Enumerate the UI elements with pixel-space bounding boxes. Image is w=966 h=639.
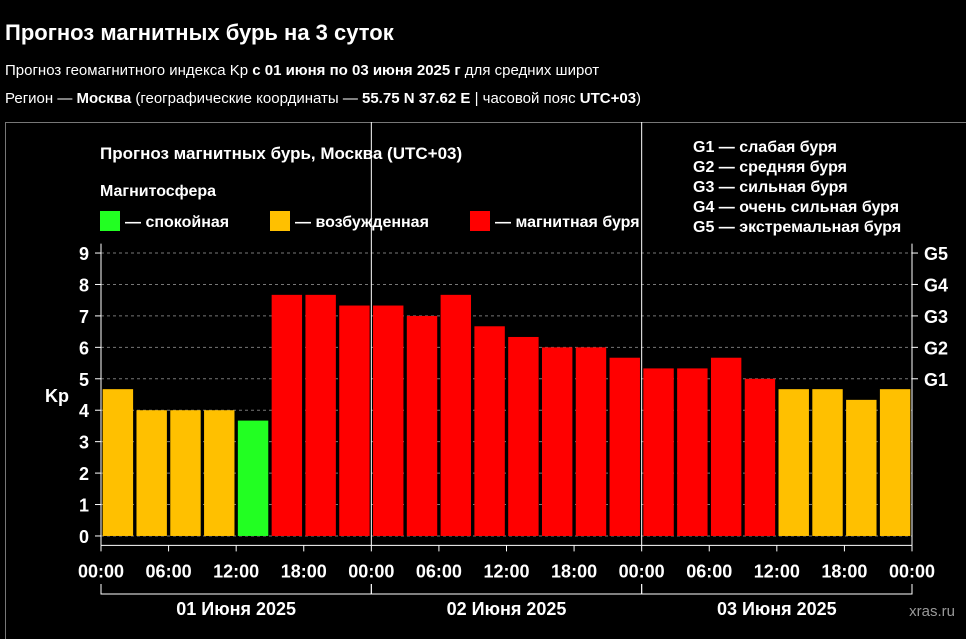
bar — [373, 305, 404, 536]
day-label: 03 Июня 2025 — [717, 599, 837, 619]
bar — [677, 368, 708, 536]
day-label: 01 Июня 2025 — [176, 599, 296, 619]
bar — [136, 410, 167, 536]
bar — [170, 410, 201, 536]
y-tick-label: 8 — [79, 275, 89, 295]
bar — [609, 357, 640, 536]
legend-swatch — [470, 211, 490, 231]
bar — [643, 368, 674, 536]
bar — [271, 294, 303, 536]
bar — [846, 399, 877, 536]
bar — [879, 389, 911, 536]
y-tick-label: 9 — [79, 244, 89, 264]
bar — [744, 378, 776, 536]
day-label: 02 Июня 2025 — [447, 599, 567, 619]
bar — [237, 420, 269, 536]
subtitle-part: Москва — [77, 90, 132, 107]
x-tick-label: 06:00 — [416, 561, 462, 581]
legend-swatch — [270, 211, 290, 231]
y2-tick-label: G2 — [924, 338, 948, 358]
y2-tick-label: G3 — [924, 307, 948, 327]
y-tick-label: 0 — [79, 527, 89, 547]
bar — [710, 357, 742, 536]
legend-label: — магнитная буря — [495, 214, 640, 231]
x-tick-label: 18:00 — [821, 561, 867, 581]
g-scale-item: G4 — очень сильная буря — [693, 199, 899, 216]
bar — [305, 294, 336, 536]
subtitle-part: (географические координаты — — [131, 90, 362, 107]
subtitle-part: UTC+03 — [580, 90, 636, 107]
bar — [339, 305, 370, 536]
bar — [440, 294, 472, 536]
page-title: Прогноз магнитных бурь на 3 суток — [5, 20, 395, 45]
day-bracket — [641, 584, 913, 595]
y2-tick-label: G4 — [924, 275, 948, 295]
legend-swatch — [100, 211, 120, 231]
x-tick-label: 00:00 — [78, 561, 124, 581]
y-tick-label: 1 — [79, 496, 89, 516]
x-tick-label: 00:00 — [889, 561, 935, 581]
subtitle-part: для средних широт — [461, 62, 600, 79]
y-axis-label: Kp — [45, 386, 69, 406]
bar — [406, 315, 438, 536]
x-tick-label: 18:00 — [281, 561, 327, 581]
legend-label: — спокойная — [125, 214, 229, 231]
subtitle-line: Регион — Москва (географические координа… — [5, 90, 641, 107]
subtitle-line: Прогноз геомагнитного индекса Kp с 01 ию… — [5, 62, 599, 79]
g-scale-item: G1 — слабая буря — [693, 139, 837, 156]
subtitle-part: 55.75 N 37.62 E — [362, 90, 470, 107]
subtitle-part: Прогноз геомагнитного индекса Kp — [5, 62, 252, 79]
y-tick-label: 3 — [79, 433, 89, 453]
watermark: xras.ru — [909, 603, 955, 620]
legend-title: Магнитосфера — [100, 183, 216, 200]
x-tick-label: 12:00 — [213, 561, 259, 581]
x-tick-label: 06:00 — [686, 561, 732, 581]
chart-title: Прогноз магнитных бурь, Москва (UTC+03) — [100, 144, 462, 163]
x-tick-label: 00:00 — [348, 561, 394, 581]
y2-tick-label: G5 — [924, 244, 948, 264]
y-tick-label: 7 — [79, 307, 89, 327]
bar — [575, 347, 607, 536]
x-tick-label: 12:00 — [754, 561, 800, 581]
subtitle-part: с 01 июня по 03 июня 2025 г — [252, 62, 460, 79]
chart-frame — [5, 122, 966, 639]
y-tick-label: 6 — [79, 338, 89, 358]
bar — [541, 347, 573, 536]
x-tick-label: 06:00 — [146, 561, 192, 581]
subtitle-part: ) — [636, 90, 641, 107]
x-tick-label: 12:00 — [483, 561, 529, 581]
y-tick-label: 2 — [79, 464, 89, 484]
bar — [508, 336, 539, 536]
bar — [474, 326, 505, 536]
bar — [812, 389, 843, 536]
g-scale-item: G2 — средняя буря — [693, 159, 847, 176]
x-tick-label: 00:00 — [619, 561, 665, 581]
subtitle-part: | часовой пояс — [470, 90, 579, 107]
g-scale-item: G3 — сильная буря — [693, 179, 848, 196]
x-tick-label: 18:00 — [551, 561, 597, 581]
subtitle-part: Регион — — [5, 90, 77, 107]
bar — [778, 389, 809, 536]
y2-tick-label: G1 — [924, 370, 948, 390]
bar — [204, 410, 235, 536]
legend-label: — возбужденная — [295, 214, 429, 231]
y-tick-label: 4 — [79, 401, 89, 421]
g-scale-item: G5 — экстремальная буря — [693, 219, 901, 236]
y-tick-label: 5 — [79, 370, 89, 390]
bar — [102, 389, 134, 536]
